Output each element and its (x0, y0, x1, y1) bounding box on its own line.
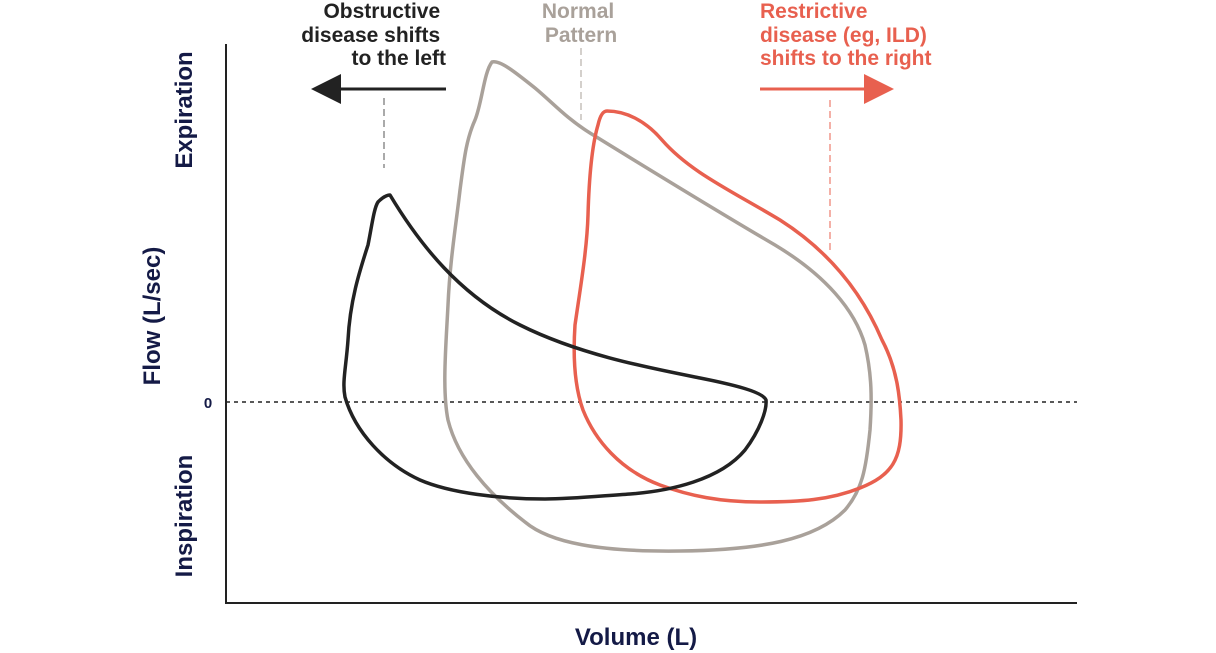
x-axis-title: Volume (L) (575, 624, 697, 651)
inspiration-label: Inspiration (171, 455, 198, 578)
restrictive-annotation: Restrictive disease (eg, ILD) shifts to … (760, 0, 933, 70)
normal-annotation: Normal Pattern (542, 0, 620, 47)
obstructive-line-3: to the left (352, 47, 447, 70)
normal-line-1: Normal (542, 0, 614, 23)
obstructive-annotation: Obstructive disease shifts to the left (301, 0, 446, 70)
obstructive-line-2: disease shifts (301, 24, 440, 47)
restrictive-line-1: Restrictive (760, 0, 867, 23)
obstructive-loop (342, 193, 768, 501)
restrictive-loop (572, 109, 903, 504)
zero-tick-label: 0 (204, 395, 212, 412)
right-arrow (760, 74, 894, 104)
restrictive-line-2: disease (eg, ILD) (760, 24, 927, 47)
expiration-label: Expiration (171, 51, 198, 168)
normal-loop (443, 60, 873, 553)
left-arrow (311, 74, 446, 104)
normal-line-2: Pattern (545, 24, 617, 47)
restrictive-line-3: shifts to the right (760, 47, 932, 70)
obstructive-line-1: Obstructive (323, 0, 440, 23)
y-axis-title: Flow (L/sec) (139, 247, 166, 386)
